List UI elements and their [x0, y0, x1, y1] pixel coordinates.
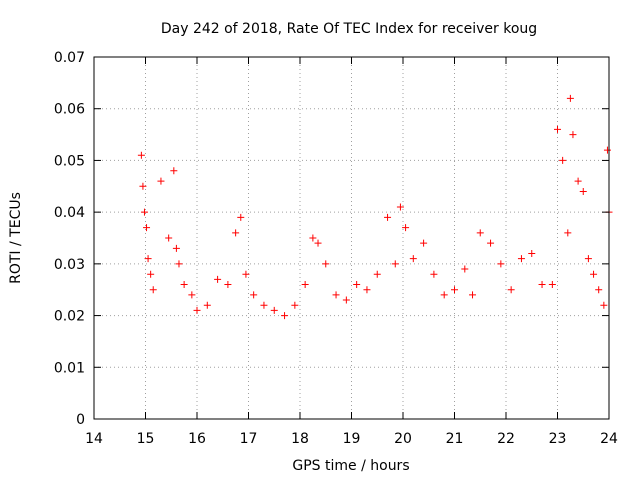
chart-title: Day 242 of 2018, Rate Of TEC Index for r…	[161, 21, 537, 37]
data-point	[507, 286, 515, 294]
y-axis-ticks: 0 0.01 0.02 0.03 0.04 0.05 0.06 0.07	[54, 50, 609, 428]
data-point	[440, 291, 448, 299]
data-point	[391, 260, 399, 268]
data-point	[584, 255, 592, 263]
data-point	[214, 275, 222, 283]
x-tick-label: 21	[446, 431, 464, 447]
data-point	[384, 213, 392, 221]
data-point	[203, 301, 211, 309]
y-tick-label: 0.03	[54, 257, 85, 273]
data-point	[548, 281, 556, 289]
data-point	[172, 244, 180, 252]
data-point	[430, 270, 438, 278]
data-point	[574, 177, 582, 185]
data-point	[590, 270, 598, 278]
data-point	[250, 291, 258, 299]
y-tick-label: 0.01	[54, 360, 85, 376]
y-axis-label: ROTI / TECUs	[8, 192, 24, 284]
y-tick-label: 0	[76, 412, 85, 428]
data-point	[538, 281, 546, 289]
x-tick-label: 19	[343, 431, 361, 447]
y-tick-label: 0.07	[54, 50, 85, 66]
data-point	[564, 229, 572, 237]
data-point	[461, 265, 469, 273]
data-point	[144, 255, 152, 263]
data-point	[396, 203, 404, 211]
y-tick-label: 0.06	[54, 102, 85, 118]
data-point	[281, 312, 289, 320]
data-point	[291, 301, 299, 309]
data-point	[595, 286, 603, 294]
data-point	[314, 239, 322, 247]
data-point	[487, 239, 495, 247]
data-point	[143, 224, 151, 232]
y-tick-label: 0.04	[54, 205, 85, 221]
data-point	[342, 296, 350, 304]
x-tick-label: 17	[240, 431, 258, 447]
y-tick-label: 0.02	[54, 309, 85, 325]
x-axis-label: GPS time / hours	[292, 458, 409, 474]
x-tick-label: 18	[291, 431, 309, 447]
data-point	[242, 270, 250, 278]
x-tick-label: 23	[549, 431, 567, 447]
data-point	[566, 94, 574, 102]
data-point	[301, 281, 309, 289]
data-point	[469, 291, 477, 299]
data-point	[497, 260, 505, 268]
data-point	[554, 125, 561, 133]
data-point	[157, 177, 165, 185]
grid-lines	[94, 57, 609, 419]
data-point	[149, 286, 157, 294]
x-tick-label: 24	[600, 431, 618, 447]
x-tick-label: 20	[394, 431, 412, 447]
data-point	[147, 270, 155, 278]
data-point	[373, 270, 381, 278]
data-point	[603, 146, 611, 154]
data-point	[579, 187, 587, 195]
data-point	[237, 213, 245, 221]
x-tick-label: 15	[137, 431, 155, 447]
data-point	[600, 301, 608, 309]
data-point	[175, 260, 183, 268]
x-tick-label: 14	[85, 431, 103, 447]
data-point	[224, 281, 232, 289]
data-point	[170, 167, 178, 175]
data-point	[137, 151, 145, 159]
data-point	[569, 131, 577, 139]
data-point	[332, 291, 340, 299]
data-point	[363, 286, 371, 294]
x-tick-label: 16	[188, 431, 206, 447]
data-point	[517, 255, 525, 263]
data-point	[232, 229, 240, 237]
data-point	[270, 306, 278, 314]
x-axis-ticks: 14 15 16 17 18 19 20 21 22 23 24	[85, 57, 618, 447]
data-point	[140, 208, 148, 216]
data-point	[139, 182, 147, 190]
data-point	[165, 234, 173, 242]
data-point	[420, 239, 428, 247]
data-point	[528, 250, 536, 258]
x-tick-label: 22	[497, 431, 515, 447]
data-point	[260, 301, 268, 309]
data-point	[193, 306, 201, 314]
data-point	[476, 229, 484, 237]
data-point	[402, 224, 410, 232]
data-point	[409, 255, 417, 263]
data-point	[309, 234, 317, 242]
data-points	[137, 94, 613, 320]
y-tick-label: 0.05	[54, 153, 85, 169]
data-point	[559, 156, 567, 164]
data-point	[322, 260, 330, 268]
data-point	[180, 281, 188, 289]
data-point	[188, 291, 196, 299]
data-point	[451, 286, 458, 294]
data-point	[353, 281, 361, 289]
